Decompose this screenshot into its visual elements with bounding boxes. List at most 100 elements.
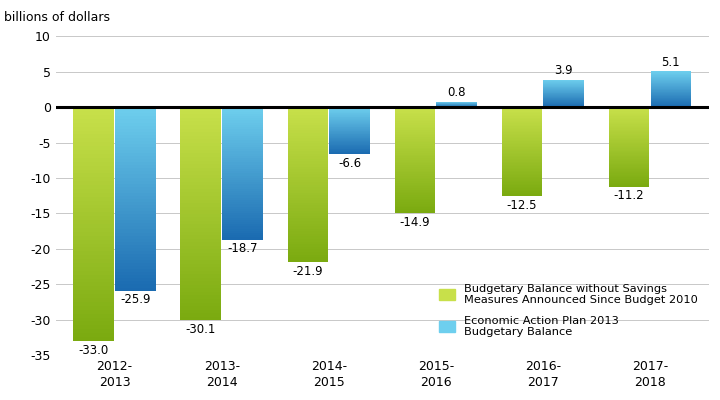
Bar — [287, 125, 328, 128]
Bar — [287, 239, 328, 242]
Bar — [329, 111, 370, 112]
Bar — [287, 182, 328, 185]
Bar — [609, 123, 649, 124]
Bar — [115, 202, 156, 205]
Bar — [502, 132, 542, 134]
Bar — [73, 146, 114, 150]
Bar — [115, 184, 156, 187]
Bar — [651, 79, 691, 80]
Bar — [502, 122, 542, 124]
Bar — [609, 124, 649, 126]
Bar — [395, 126, 436, 128]
Bar — [609, 173, 649, 175]
Bar — [651, 100, 691, 101]
Bar — [502, 115, 542, 116]
Bar — [181, 154, 221, 157]
Bar — [73, 150, 114, 154]
Bar — [395, 128, 436, 130]
Bar — [609, 112, 649, 114]
Bar — [544, 92, 584, 93]
Bar — [329, 131, 370, 132]
Bar — [287, 156, 328, 159]
Bar — [181, 111, 221, 114]
Bar — [115, 269, 156, 272]
Bar — [181, 160, 221, 164]
Bar — [181, 221, 221, 224]
Bar — [329, 142, 370, 143]
Bar — [181, 228, 221, 232]
Bar — [73, 204, 114, 208]
Bar — [73, 244, 114, 248]
Bar — [329, 116, 370, 117]
Bar — [395, 156, 436, 158]
Bar — [287, 180, 328, 182]
Bar — [287, 144, 328, 146]
Bar — [181, 118, 221, 122]
Bar — [651, 91, 691, 92]
Bar — [544, 93, 584, 94]
Bar — [609, 164, 649, 165]
Bar — [329, 126, 370, 127]
Bar — [181, 214, 221, 217]
Bar — [502, 124, 542, 125]
Bar — [73, 220, 114, 224]
Bar — [222, 116, 263, 118]
Bar — [609, 155, 649, 156]
Bar — [181, 310, 221, 313]
Bar — [395, 199, 436, 200]
Bar — [609, 128, 649, 130]
Bar — [651, 93, 691, 94]
Bar — [329, 140, 370, 141]
Bar — [609, 132, 649, 134]
Bar — [395, 200, 436, 202]
Bar — [329, 122, 370, 123]
Bar — [181, 132, 221, 136]
Bar — [287, 254, 328, 257]
Bar — [73, 201, 114, 204]
Bar — [181, 168, 221, 171]
Bar — [181, 200, 221, 203]
Bar — [181, 164, 221, 168]
Bar — [287, 252, 328, 254]
Bar — [609, 167, 649, 168]
Bar — [181, 192, 221, 196]
Bar — [115, 260, 156, 263]
Bar — [287, 159, 328, 162]
Bar — [287, 120, 328, 123]
Bar — [609, 118, 649, 119]
Bar — [609, 143, 649, 144]
Bar — [73, 212, 114, 216]
Bar — [329, 153, 370, 154]
Bar — [544, 88, 584, 89]
Bar — [115, 168, 156, 172]
Bar — [73, 181, 114, 185]
Bar — [287, 141, 328, 144]
Bar — [395, 190, 436, 192]
Bar — [502, 152, 542, 153]
Bar — [222, 118, 263, 120]
Bar — [544, 100, 584, 101]
Bar — [502, 171, 542, 172]
Bar — [73, 154, 114, 158]
Bar — [609, 146, 649, 147]
Bar — [395, 141, 436, 142]
Bar — [609, 130, 649, 131]
Bar — [181, 239, 221, 242]
Text: -18.7: -18.7 — [228, 242, 258, 256]
Bar — [222, 222, 263, 224]
Bar — [115, 190, 156, 193]
Bar — [287, 213, 328, 216]
Bar — [115, 217, 156, 220]
Bar — [395, 167, 436, 169]
Bar — [329, 120, 370, 121]
Bar — [73, 302, 114, 306]
Bar — [651, 86, 691, 87]
Bar — [222, 180, 263, 182]
Bar — [181, 157, 221, 160]
Bar — [181, 171, 221, 175]
Bar — [287, 110, 328, 112]
Bar — [73, 142, 114, 146]
Bar — [222, 204, 263, 206]
Bar — [502, 186, 542, 187]
Bar — [651, 104, 691, 105]
